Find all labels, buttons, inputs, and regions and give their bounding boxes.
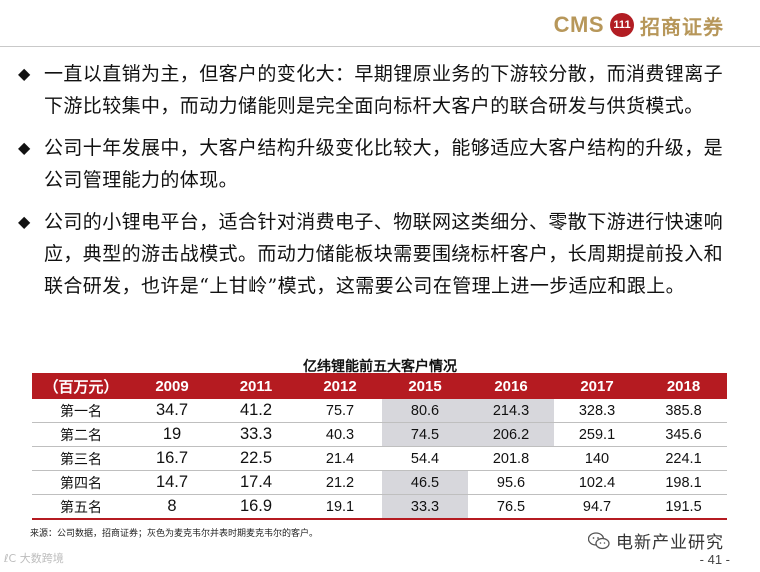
bullet-item: ◆ 公司的小锂电平台，适合针对消费电子、物联网这类细分、零散下游进行快速响应，典… (18, 206, 740, 302)
bullet-text: 公司的小锂电平台，适合针对消费电子、物联网这类细分、零散下游进行快速响应，典型的… (44, 211, 724, 297)
table-header-row: （百万元） 2009 2011 2012 2015 2016 2017 2018 (32, 373, 727, 399)
table-cell: 41.2 (214, 399, 298, 423)
row-label: 第二名 (32, 422, 130, 447)
table-cell: 46.5 (382, 470, 468, 495)
customer-table: （百万元） 2009 2011 2012 2015 2016 2017 2018… (32, 373, 727, 520)
table-cell: 40.3 (298, 422, 382, 447)
table-cell: 21.2 (298, 470, 382, 495)
table-row: 第四名 14.7 17.4 21.2 46.5 95.6 102.4 198.1 (32, 470, 727, 495)
table-cell: 206.2 (468, 422, 554, 447)
header-cell: 2016 (468, 373, 554, 399)
source-note: 来源：公司数据，招商证券；灰色为麦克韦尔并表时期麦克韦尔的客户。 (30, 529, 319, 539)
watermark: 电新产业研究 (588, 528, 724, 553)
table-cell: 76.5 (468, 494, 554, 520)
diamond-bullet-icon: ◆ (18, 212, 31, 231)
row-label: 第一名 (32, 399, 130, 423)
table-cell: 75.7 (298, 399, 382, 423)
bullet-item: ◆ 公司十年发展中，大客户结构升级变化比较大，能够适应大客户结构的升级，是公司管… (18, 132, 740, 196)
table-cell: 345.6 (640, 422, 727, 447)
page-number: - 41 - (699, 552, 730, 567)
diamond-bullet-icon: ◆ (18, 64, 31, 83)
table-cell: 80.6 (382, 399, 468, 423)
row-label: 第三名 (32, 446, 130, 471)
table-cell: 16.7 (130, 446, 214, 471)
table-cell: 34.7 (130, 399, 214, 423)
table-cell: 16.9 (214, 494, 298, 520)
table-cell: 198.1 (640, 470, 727, 495)
table-cell: 224.1 (640, 446, 727, 471)
table-cell: 74.5 (382, 422, 468, 447)
table-cell: 191.5 (640, 494, 727, 520)
table-cell: 385.8 (640, 399, 727, 423)
table-cell: 33.3 (214, 422, 298, 447)
row-label: 第四名 (32, 470, 130, 495)
table-cell: 8 (130, 494, 214, 520)
brand-logo: CMS 111 招商证券 (553, 12, 724, 39)
header-cell: 2012 (298, 373, 382, 399)
header-cell: 2009 (130, 373, 214, 399)
table-cell: 33.3 (382, 494, 468, 520)
table-cell: 328.3 (554, 399, 640, 423)
table-cell: 22.5 (214, 446, 298, 471)
bullet-text: 一直以直销为主，但客户的变化大：早期锂原业务的下游较分散，而消费锂离子下游比较集… (44, 63, 724, 117)
table-cell: 201.8 (468, 446, 554, 471)
table-cell: 17.4 (214, 470, 298, 495)
table-cell: 95.6 (468, 470, 554, 495)
table-cell: 54.4 (382, 446, 468, 471)
header-cell: 2017 (554, 373, 640, 399)
header-cell: 2015 (382, 373, 468, 399)
header-cell: 2011 (214, 373, 298, 399)
bullet-text: 公司十年发展中，大客户结构升级变化比较大，能够适应大客户结构的升级，是公司管理能… (44, 137, 724, 191)
table-cell: 94.7 (554, 494, 640, 520)
table-cell: 19.1 (298, 494, 382, 520)
corner-mark: ℓC 大数跨境 (4, 552, 64, 565)
bullet-list: ◆ 一直以直销为主，但客户的变化大：早期锂原业务的下游较分散，而消费锂离子下游比… (18, 58, 740, 312)
header-cell: （百万元） (32, 373, 130, 399)
bullet-item: ◆ 一直以直销为主，但客户的变化大：早期锂原业务的下游较分散，而消费锂离子下游比… (18, 58, 740, 122)
row-label: 第五名 (32, 494, 130, 520)
table-cell: 14.7 (130, 470, 214, 495)
brand-cms-text: CMS (553, 12, 604, 37)
header-cell: 2018 (640, 373, 727, 399)
table-cell: 214.3 (468, 399, 554, 423)
header-divider (0, 46, 760, 47)
table-cell: 102.4 (554, 470, 640, 495)
table-cell: 259.1 (554, 422, 640, 447)
table-row: 第二名 19 33.3 40.3 74.5 206.2 259.1 345.6 (32, 422, 727, 447)
table-cell: 140 (554, 446, 640, 471)
table-cell: 21.4 (298, 446, 382, 471)
diamond-bullet-icon: ◆ (18, 138, 31, 157)
brand-circle-icon: 111 (610, 13, 634, 37)
table-row: 第五名 8 16.9 19.1 33.3 76.5 94.7 191.5 (32, 494, 727, 520)
brand-cn-text: 招商证券 (640, 14, 724, 39)
table-cell: 19 (130, 422, 214, 447)
table-row: 第一名 34.7 41.2 75.7 80.6 214.3 328.3 385.8 (32, 399, 727, 423)
watermark-text: 电新产业研究 (616, 533, 724, 553)
table-row: 第三名 16.7 22.5 21.4 54.4 201.8 140 224.1 (32, 446, 727, 471)
wechat-icon (588, 531, 610, 549)
table-title: 亿纬锂能前五大客户情况 (303, 359, 457, 375)
